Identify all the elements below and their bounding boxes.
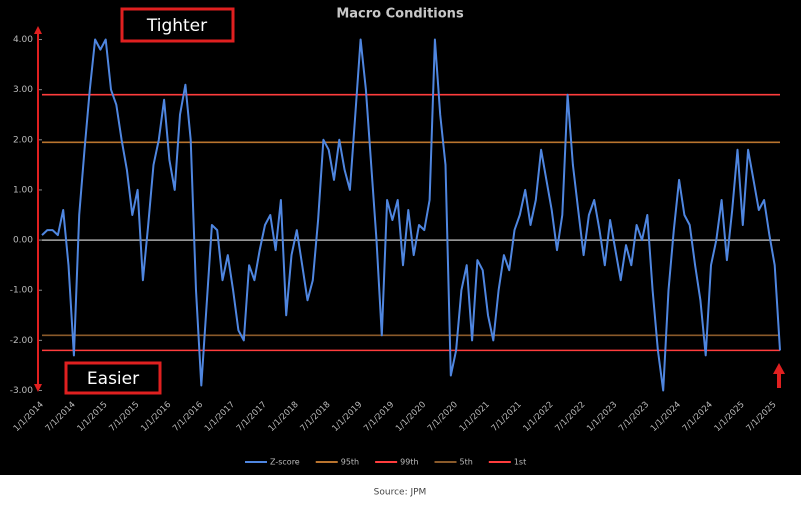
y-tick-label: -2.00	[10, 336, 34, 346]
y-tick-label: 0.00	[13, 236, 33, 246]
y-tick-label: 2.00	[13, 135, 33, 145]
annotation-box	[120, 7, 235, 43]
y-tick-label: 3.00	[13, 85, 33, 95]
legend-label: 1st	[514, 458, 526, 467]
line-series	[41, 38, 781, 392]
annotation-box	[64, 361, 162, 395]
annotation: Tighter	[146, 16, 207, 36]
y-tick-label: -3.00	[10, 386, 34, 396]
arrow-up	[773, 363, 785, 388]
y-tick-label: -1.00	[10, 286, 34, 296]
legend-label: Z-score	[270, 458, 300, 467]
annotation: Easier	[87, 369, 139, 389]
source: Source: JPM	[374, 488, 427, 498]
legend-label: 95th	[341, 458, 359, 467]
chart-title: Macro Conditions	[336, 7, 464, 22]
y-tick-label: 1.00	[13, 185, 33, 195]
legend-label: 5th	[460, 458, 473, 467]
y-tick-label: 4.00	[13, 35, 33, 45]
legend-label: 99th	[400, 458, 418, 467]
